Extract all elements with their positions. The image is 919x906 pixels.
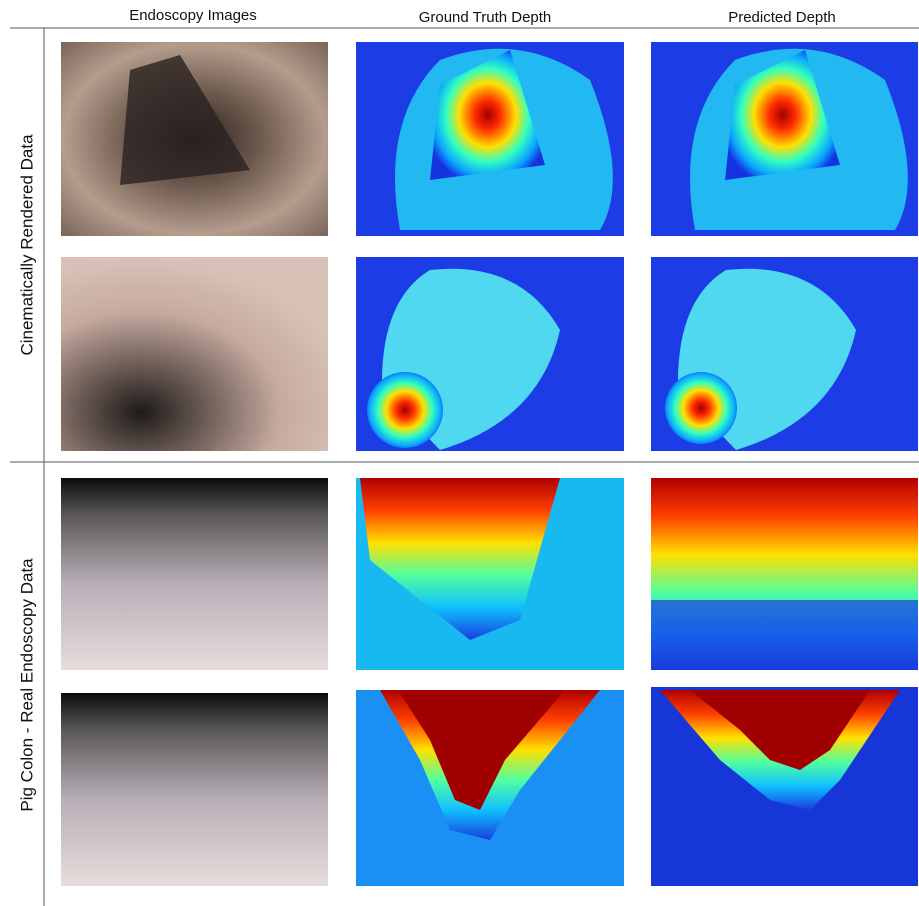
endoscopy-image: [61, 257, 328, 451]
row-label: Cinematically Rendered Data: [17, 134, 36, 356]
column-header: Endoscopy Images: [129, 7, 257, 24]
endoscopy-image: [61, 693, 328, 886]
lumen: [120, 55, 250, 185]
depth-region: [725, 50, 840, 180]
depth-region: [690, 690, 870, 770]
column-header: Predicted Depth: [728, 9, 836, 26]
row-label: Pig Colon - Real Endoscopy Data: [17, 558, 36, 812]
depth-region: [360, 478, 560, 640]
depth-region: [430, 50, 545, 180]
endoscopy-image: [61, 478, 328, 670]
depth-region: [665, 372, 737, 444]
depth-region: [367, 372, 443, 448]
depth-region: [651, 600, 918, 670]
column-header: Ground Truth Depth: [419, 9, 552, 26]
depth-region: [398, 690, 565, 810]
